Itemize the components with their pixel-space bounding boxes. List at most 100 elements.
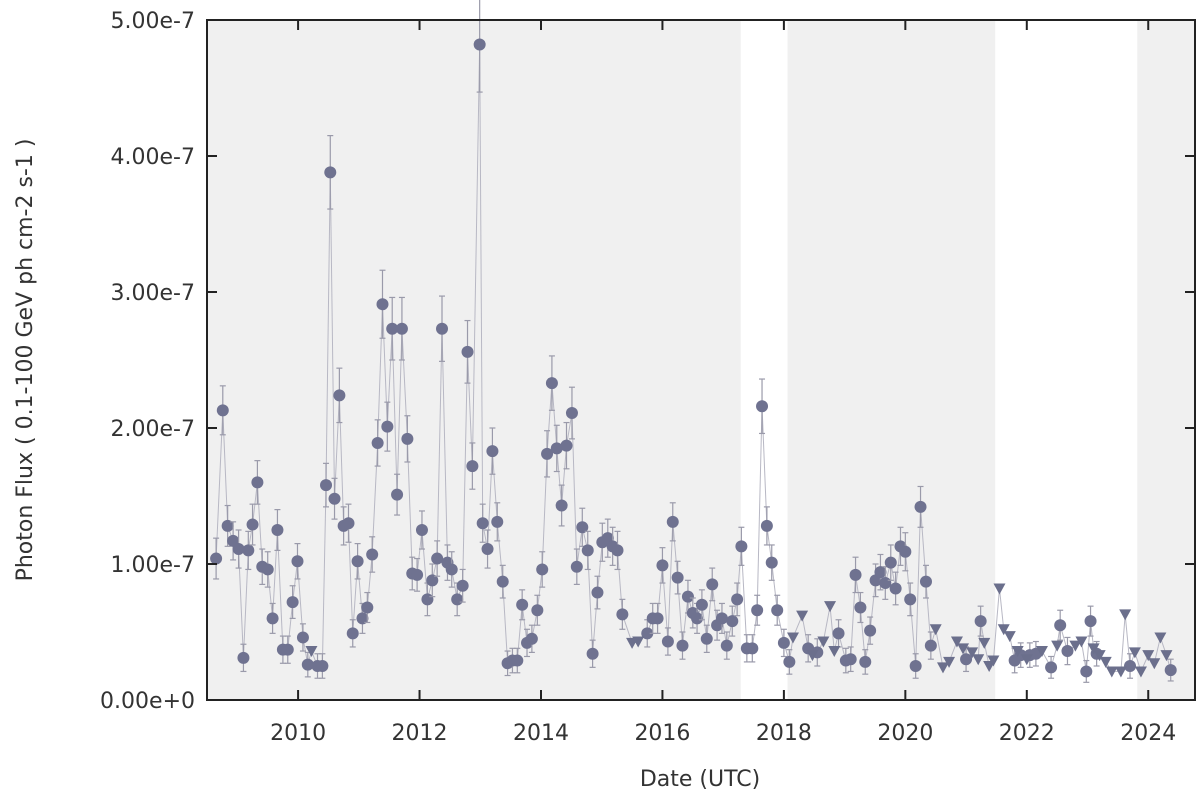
data-point (386, 322, 399, 335)
connector (396, 328, 403, 495)
data-point (899, 545, 912, 558)
x-tick-label: 2020 (877, 721, 933, 746)
data-point (346, 627, 359, 640)
data-point (351, 555, 364, 568)
data-point (611, 544, 624, 557)
upper-limit (786, 632, 799, 644)
data-point (1054, 619, 1067, 632)
data-point (371, 436, 384, 449)
data-point (695, 598, 708, 611)
connector (771, 562, 778, 611)
data-point (889, 582, 902, 595)
data-point (581, 544, 594, 557)
upper-limit (957, 643, 970, 655)
data-point (550, 442, 563, 455)
upper-limit (1119, 609, 1132, 621)
data-point (864, 624, 877, 637)
data-point (531, 604, 544, 617)
x-axis-label: Date (UTC) (640, 767, 760, 792)
data-point (281, 643, 294, 656)
connector (925, 581, 932, 646)
upper-limit (1160, 650, 1173, 662)
upper-limit (1075, 636, 1088, 648)
shaded-regions (207, 20, 1195, 700)
connector (998, 588, 1005, 630)
upper-limit (1099, 656, 1112, 668)
connector (487, 451, 493, 550)
data-point (366, 548, 379, 561)
connector (761, 406, 768, 526)
data-point (715, 612, 728, 625)
data-point (481, 543, 494, 556)
data-point (570, 560, 583, 573)
connector (496, 521, 504, 582)
connector (756, 406, 763, 611)
connector (546, 383, 553, 454)
upper-limit (966, 647, 979, 659)
data-point (849, 568, 862, 581)
data-point (671, 571, 684, 584)
data-point (565, 407, 578, 420)
connector (321, 485, 327, 667)
connector (541, 453, 548, 570)
connector (347, 523, 354, 634)
y-tick-label: 2.00e-7 (111, 417, 195, 442)
data-point (401, 432, 414, 445)
connector (592, 592, 598, 654)
shaded-region (1137, 20, 1195, 700)
connector (292, 561, 298, 603)
connector (296, 561, 304, 638)
data-point (541, 447, 554, 460)
connector (992, 588, 1000, 661)
y-tick-label: 1.00e-7 (111, 553, 195, 578)
connector (677, 577, 683, 646)
connector (471, 44, 481, 467)
data-point (356, 612, 369, 625)
axes: 0.00e+0 1.00e-7 2.00e-7 3.00e-7 4.00e-7 5.00e… (100, 9, 1195, 746)
data-point (536, 563, 549, 576)
data-point (328, 492, 341, 505)
upper-limit (1134, 666, 1147, 678)
data-point (681, 590, 694, 603)
data-point (266, 612, 279, 625)
connector (576, 527, 583, 567)
connector (352, 561, 359, 634)
data-point (576, 521, 589, 534)
data-point (221, 519, 234, 532)
connector (516, 604, 523, 661)
plot-frame (206, 19, 1196, 701)
upper-limit (950, 636, 963, 648)
connector (366, 554, 373, 608)
upper-limit (943, 656, 956, 668)
data-point (461, 345, 474, 358)
data-point (545, 377, 558, 390)
connector (681, 596, 689, 646)
connector (371, 442, 379, 555)
data-point (676, 639, 689, 652)
connector (325, 172, 331, 486)
upper-limit (1051, 640, 1064, 652)
data-point (421, 593, 434, 606)
data-point (700, 632, 713, 645)
data-point (361, 601, 374, 614)
connector (909, 599, 917, 667)
connector (920, 506, 927, 582)
data-point (516, 598, 529, 611)
connector (766, 525, 773, 563)
connector (829, 606, 835, 652)
data-point (496, 575, 509, 588)
connector (436, 328, 443, 559)
connector (334, 395, 340, 499)
data-point (974, 615, 987, 628)
connector (287, 602, 294, 650)
data-point (381, 420, 394, 433)
y-axis-label: Photon Flux ( 0.1-100 GeV ph cm-2 s-1 ) (13, 139, 38, 582)
connector (706, 584, 713, 639)
connector (657, 565, 663, 619)
connector (386, 328, 393, 427)
connector (421, 529, 428, 600)
upper-limit (997, 624, 1010, 636)
data-point (237, 651, 250, 664)
data-point (1124, 660, 1137, 672)
data-point (216, 404, 229, 417)
